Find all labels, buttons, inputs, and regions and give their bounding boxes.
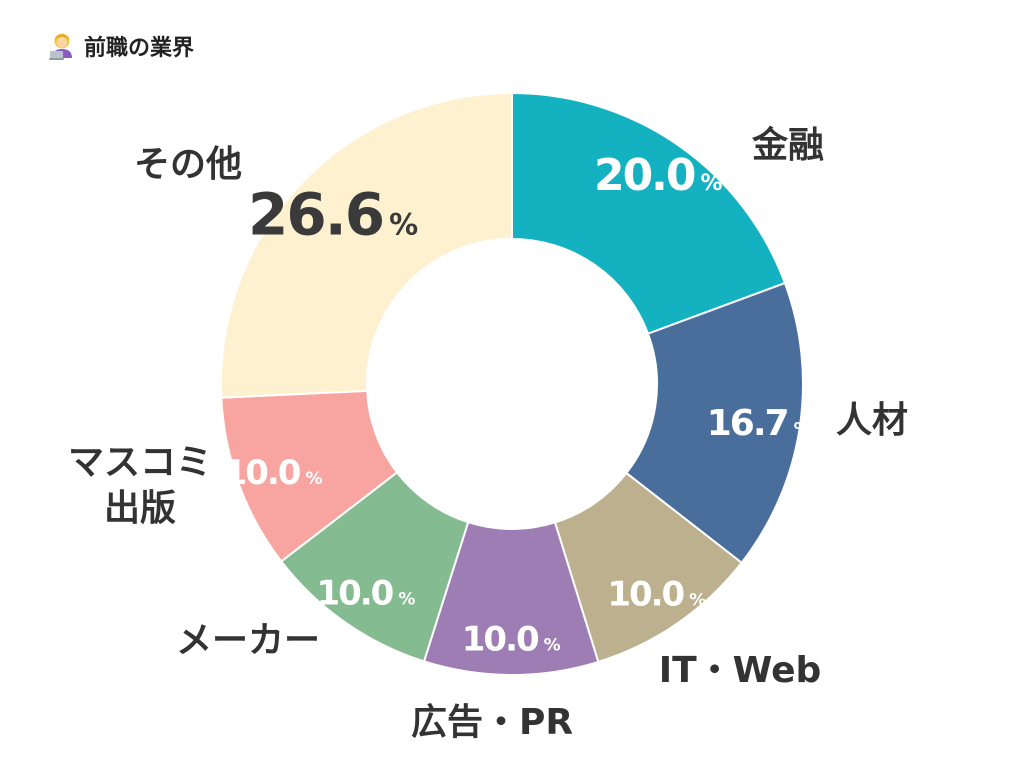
value-label-5: 10.0% bbox=[224, 453, 323, 493]
category-label-1: 人材 bbox=[836, 400, 908, 441]
category-label-6: その他 bbox=[134, 144, 242, 185]
value-label-4: 10.0% bbox=[316, 574, 415, 614]
category-label-4: メーカー bbox=[176, 620, 320, 661]
chart-title: 前職の業界 bbox=[84, 36, 195, 61]
category-label-5: マスコミ出版 bbox=[68, 442, 212, 529]
value-label-1: 16.7% bbox=[707, 403, 812, 444]
value-label-2: 10.0% bbox=[607, 575, 706, 615]
donut-slice-0 bbox=[511, 91, 787, 335]
value-label-6: 26.6% bbox=[248, 180, 418, 248]
chart-header: 前職の業界 bbox=[46, 30, 194, 62]
value-label-3: 10.0% bbox=[462, 620, 561, 660]
category-label-3: 広告・PR bbox=[411, 702, 573, 743]
category-label-0: 金融 bbox=[751, 124, 824, 166]
value-label-0: 20.0% bbox=[594, 150, 723, 201]
category-label-2: IT・Web bbox=[659, 650, 822, 691]
donut-slice-6 bbox=[220, 91, 513, 399]
technologist-emoji-icon bbox=[49, 33, 72, 60]
donut-slice-1 bbox=[625, 281, 804, 565]
